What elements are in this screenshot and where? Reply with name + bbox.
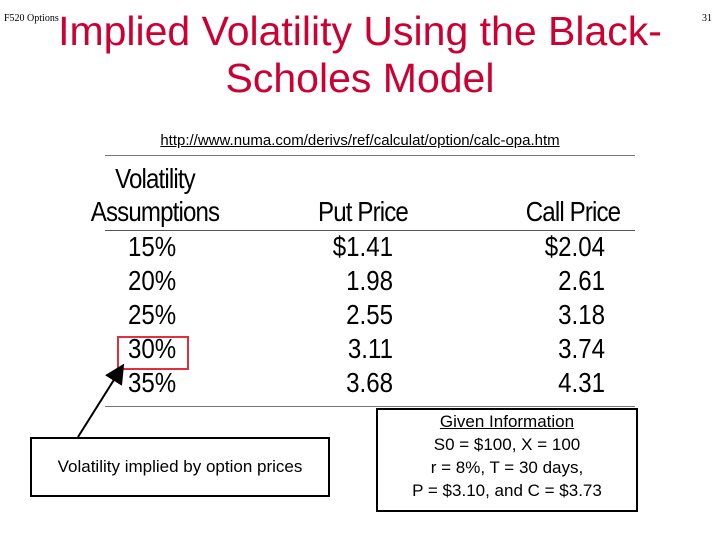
call-cell: 3.18 <box>558 299 605 330</box>
source-link[interactable]: http://www.numa.com/derivs/ref/calculat/… <box>160 132 560 149</box>
call-cell: $2.04 <box>544 231 605 262</box>
given-line-2: r = 8%, T = 30 days, <box>430 458 584 477</box>
header-volatility-line-1: Volatility <box>115 163 196 194</box>
vol-cell: 15% <box>128 231 177 262</box>
highlight-box <box>117 336 189 370</box>
put-cell: 1.98 <box>346 265 393 296</box>
slide-title: Implied Volatility Using the Black- Scho… <box>0 8 720 102</box>
header-call-price: Call Price <box>525 196 621 227</box>
given-line-1: S0 = $100, X = 100 <box>433 435 581 454</box>
volatility-table <box>105 155 635 407</box>
put-cell: 3.11 <box>347 333 393 364</box>
call-cell: 2.61 <box>558 265 605 296</box>
header-divider <box>105 230 635 231</box>
put-cell: 2.55 <box>346 299 393 330</box>
call-cell: 4.31 <box>558 367 605 398</box>
course-label: F520 Options <box>4 13 59 24</box>
vol-cell-highlighted: 30% <box>128 333 177 364</box>
header-put-price: Put Price <box>318 196 409 227</box>
vol-cell: 25% <box>128 299 177 330</box>
header-volatility-line-2: Assumptions <box>90 196 220 227</box>
page-number: 31 <box>702 13 712 24</box>
given-heading: Given Information <box>439 412 575 431</box>
put-cell: $1.41 <box>332 231 393 262</box>
vol-cell: 20% <box>128 265 177 296</box>
vol-cell: 35% <box>128 367 177 398</box>
implied-volatility-callout: Volatility implied by option prices <box>30 437 330 497</box>
call-cell: 3.74 <box>558 333 605 364</box>
put-cell: 3.68 <box>346 367 393 398</box>
callout-text: Volatility implied by option prices <box>57 457 303 476</box>
slide-title-line-2: Scholes Model <box>225 55 495 101</box>
slide-title-line-1: Implied Volatility Using the Black- <box>58 8 662 54</box>
header-volatility: Volatility Assumptions <box>73 162 236 228</box>
given-information-box: Given Information S0 = $100, X = 100 r =… <box>376 408 638 512</box>
given-line-3: P = $3.10, and C = $3.73 <box>412 481 602 500</box>
